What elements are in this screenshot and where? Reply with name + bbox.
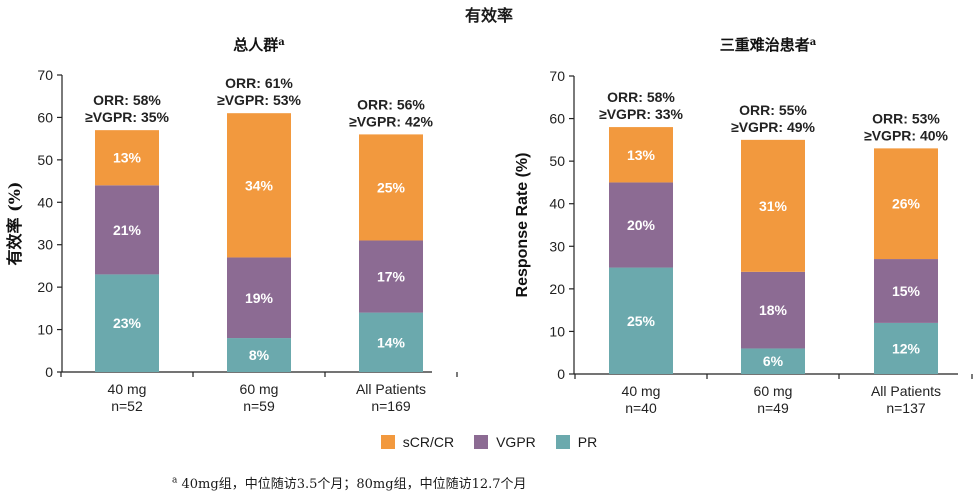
annotation-orr: ORR: 58% (93, 92, 161, 108)
x-tick-label: All Patients (871, 383, 941, 399)
data-label: 6% (763, 353, 784, 369)
bar-pr (227, 338, 291, 372)
data-label: 14% (377, 334, 406, 350)
annotation-vgpr: ≥VGPR: 49% (731, 119, 815, 135)
y-tick-label: 10 (549, 323, 565, 339)
x-tick-label: All Patients (356, 381, 426, 397)
y-tick-label: 70 (37, 67, 53, 83)
legend-swatch-pr (555, 435, 570, 449)
data-label: 25% (377, 179, 406, 195)
y-tick-label: 30 (37, 237, 53, 253)
y-tick-label: 40 (37, 194, 53, 210)
y-axis-label: Response Rate (%) (514, 153, 531, 298)
y-tick-label: 70 (549, 68, 565, 84)
legend-label-vgpr: VGPR (496, 434, 536, 450)
bar-scrcr (359, 134, 423, 241)
annotation-orr: ORR: 56% (357, 96, 425, 112)
legend-label-scr: sCR/CR (402, 434, 455, 450)
bar-scrcr (741, 139, 805, 272)
data-label: 21% (113, 222, 142, 238)
bar-scrcr (874, 148, 938, 260)
footnote-marker: a (172, 475, 178, 486)
bar-vgpr (874, 259, 938, 323)
y-tick-label: 20 (37, 279, 53, 295)
bar-pr (874, 322, 938, 374)
bar-vgpr (227, 257, 291, 339)
footnote-text: 40mg组，中位随访3.5个月；80mg组，中位随访12.7个月 (177, 477, 527, 492)
x-tick-label: 60 mg (240, 381, 279, 397)
data-label: 15% (892, 283, 921, 299)
data-label: 31% (759, 198, 788, 214)
bar-scrcr (609, 127, 673, 183)
annotation-orr: ORR: 58% (607, 89, 675, 105)
y-tick-label: 40 (549, 196, 565, 212)
y-tick-label: 20 (549, 281, 565, 297)
y-tick-label: 10 (37, 322, 53, 338)
x-tick-label-n: n=49 (757, 400, 789, 416)
data-label: 12% (892, 340, 921, 356)
y-axis-label: 有效率 (%) (5, 182, 24, 266)
annotation-orr: ORR: 61% (225, 75, 293, 91)
y-tick-label: 0 (557, 366, 565, 382)
bar-pr (609, 267, 673, 374)
annotation-vgpr: ≥VGPR: 33% (599, 106, 683, 122)
x-tick-label-n: n=40 (625, 400, 657, 416)
y-tick-label: 60 (549, 111, 565, 127)
subplot-title-marker-1: a (810, 37, 817, 48)
data-label: 13% (627, 147, 656, 163)
annotation-vgpr: ≥VGPR: 40% (864, 127, 948, 143)
x-tick-label-n: n=59 (243, 398, 275, 414)
legend-item-pr: PR (555, 434, 598, 450)
bar-pr (95, 274, 159, 372)
legend-item-scr: sCR/CR (380, 434, 455, 450)
x-tick-label-n: n=169 (371, 398, 411, 414)
y-tick-label: 0 (45, 364, 53, 380)
bar-scrcr (95, 130, 159, 186)
annotation-orr: ORR: 55% (739, 102, 807, 118)
legend: sCR/CR VGPR PR (0, 434, 978, 450)
x-tick-label-n: n=52 (111, 398, 143, 414)
y-tick-label: 30 (549, 238, 565, 254)
data-label: 23% (113, 315, 142, 331)
x-tick-label: 40 mg (108, 381, 147, 397)
data-label: 26% (892, 196, 921, 212)
data-label: 8% (249, 347, 270, 363)
annotation-vgpr: ≥VGPR: 35% (85, 109, 169, 125)
y-tick-label: 50 (37, 152, 53, 168)
bar-pr (359, 312, 423, 372)
subplot-title-0: 总人群a (233, 36, 285, 54)
x-tick-label: 60 mg (754, 383, 793, 399)
footnote: a 40mg组，中位随访3.5个月；80mg组，中位随访12.7个月 (172, 473, 527, 492)
data-label: 20% (627, 217, 656, 233)
bar-pr (741, 348, 805, 374)
x-tick-label-n: n=137 (886, 400, 926, 416)
x-tick-label: 40 mg (622, 383, 661, 399)
data-label: 17% (377, 269, 406, 285)
data-label: 13% (113, 150, 142, 166)
page-title: 有效率 (464, 6, 513, 25)
bar-vgpr (741, 271, 805, 349)
y-tick-label: 50 (549, 153, 565, 169)
data-label: 25% (627, 313, 656, 329)
data-label: 19% (245, 290, 274, 306)
bar-scrcr (227, 113, 291, 258)
data-label: 18% (759, 302, 788, 318)
annotation-vgpr: ≥VGPR: 53% (217, 92, 301, 108)
bar-vgpr (95, 185, 159, 275)
legend-label-pr: PR (577, 434, 598, 450)
bar-vgpr (359, 240, 423, 313)
y-tick-label: 60 (37, 109, 53, 125)
legend-swatch-vgpr (474, 435, 489, 449)
legend-swatch-scr (380, 435, 395, 449)
data-label: 34% (245, 177, 274, 193)
annotation-vgpr: ≥VGPR: 42% (349, 113, 433, 129)
legend-item-vgpr: VGPR (474, 434, 536, 450)
bar-vgpr (609, 182, 673, 268)
subplot-title-marker-0: a (278, 37, 285, 48)
subplot-title-1: 三重难治患者a (720, 36, 817, 54)
annotation-orr: ORR: 53% (872, 110, 940, 126)
